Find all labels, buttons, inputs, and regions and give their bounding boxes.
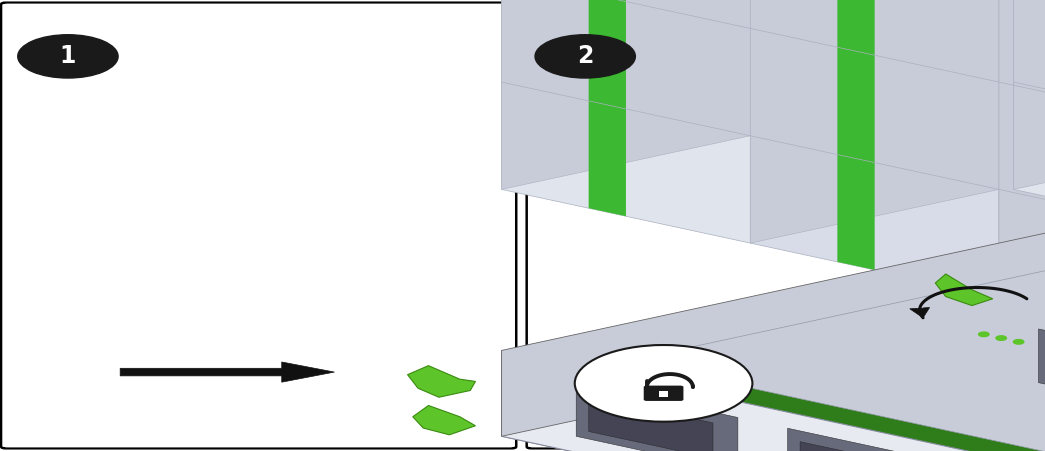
Circle shape [1014, 340, 1024, 344]
Polygon shape [963, 0, 1045, 451]
Polygon shape [576, 382, 738, 451]
Polygon shape [1014, 0, 1045, 28]
FancyBboxPatch shape [644, 386, 683, 401]
Polygon shape [999, 0, 1045, 350]
Polygon shape [788, 428, 949, 451]
Text: 2: 2 [577, 44, 594, 69]
Polygon shape [999, 0, 1045, 297]
Polygon shape [963, 302, 1045, 451]
Circle shape [535, 35, 635, 78]
FancyBboxPatch shape [527, 3, 1044, 448]
Polygon shape [1039, 329, 1045, 418]
Polygon shape [502, 0, 750, 243]
Polygon shape [502, 0, 1045, 451]
FancyBboxPatch shape [3, 4, 514, 447]
Polygon shape [837, 0, 875, 270]
Polygon shape [588, 0, 626, 216]
Circle shape [18, 35, 118, 78]
Polygon shape [910, 308, 930, 318]
Polygon shape [750, 0, 1045, 243]
Polygon shape [502, 0, 1045, 451]
Circle shape [978, 332, 989, 336]
Text: 1: 1 [60, 44, 76, 69]
Polygon shape [408, 366, 475, 397]
Polygon shape [800, 442, 925, 451]
Polygon shape [502, 0, 1045, 189]
FancyBboxPatch shape [1, 3, 516, 448]
Polygon shape [413, 405, 475, 435]
Polygon shape [935, 274, 993, 306]
Polygon shape [1014, 0, 1045, 243]
FancyBboxPatch shape [529, 4, 1042, 447]
Circle shape [996, 336, 1006, 341]
Bar [659, 391, 669, 397]
Polygon shape [588, 396, 713, 451]
Polygon shape [1014, 0, 1045, 189]
Polygon shape [502, 0, 1045, 436]
Polygon shape [120, 362, 334, 382]
Circle shape [575, 345, 752, 422]
Polygon shape [750, 0, 999, 297]
Polygon shape [626, 0, 1045, 451]
Polygon shape [502, 350, 1045, 451]
